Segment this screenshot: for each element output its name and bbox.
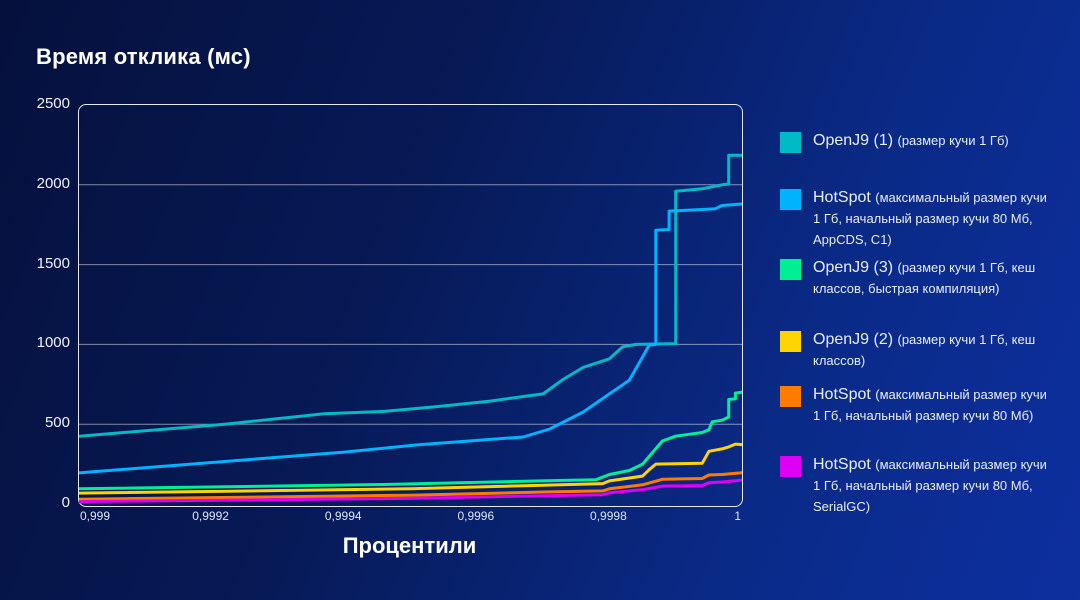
legend-series-name: HotSpot xyxy=(813,386,876,403)
legend-swatch-openj9-1 xyxy=(780,132,801,153)
legend-series-name: OpenJ9 (3) xyxy=(813,259,898,276)
legend-item-openj9-2: OpenJ9 (2) (размер кучи 1 Гб, кеш классо… xyxy=(780,330,1050,372)
x-axis-label-1: 0,9992 xyxy=(192,509,229,523)
y-axis-label-1000: 1000 xyxy=(36,334,70,352)
legend-series-desc: (максимальный размер кучи 1 Гб, начальны… xyxy=(813,190,1047,247)
legend-series-desc: (размер кучи 1 Гб, кеш классов) xyxy=(813,332,1036,368)
legend-swatch-hotspot-serialgc xyxy=(780,456,801,477)
series-line-hotspot-80mb xyxy=(79,471,742,501)
legend-swatch-hotspot-appcds-c1 xyxy=(780,189,801,210)
x-axis-label-4: 0,9998 xyxy=(590,509,627,523)
legend-series-desc: (размер кучи 1 Гб) xyxy=(897,133,1009,148)
chart-canvas xyxy=(79,153,742,504)
legend-series-name: OpenJ9 (2) xyxy=(813,331,898,348)
y-axis-label-1500: 1500 xyxy=(36,254,70,272)
legend-label-openj9-2: OpenJ9 (2) (размер кучи 1 Гб, кеш классо… xyxy=(813,330,1050,372)
legend-label-openj9-3: OpenJ9 (3) (размер кучи 1 Гб, кеш классо… xyxy=(813,258,1050,300)
series-line-openj9-1 xyxy=(79,153,742,438)
legend-series-desc: (размер кучи 1 Гб, кеш классов, быстрая … xyxy=(813,260,1036,296)
legend-series-name: OpenJ9 (1) xyxy=(813,132,898,149)
legend-label-hotspot-appcds-c1: HotSpot (максимальный размер кучи 1 Гб, … xyxy=(813,188,1050,250)
legend-item-hotspot-80mb: HotSpot (максимальный размер кучи 1 Гб, … xyxy=(780,385,1050,427)
legend-series-name: HotSpot xyxy=(813,456,876,473)
series-line-openj9-3 xyxy=(79,390,742,491)
x-axis-title: Процентили xyxy=(342,533,477,558)
chart-title: Время отклика (мс) xyxy=(36,44,251,69)
legend-item-openj9-1: OpenJ9 (1) (размер кучи 1 Гб) xyxy=(780,131,1050,153)
y-axis-label-500: 500 xyxy=(44,414,70,432)
legend-series-desc: (максимальный размер кучи 1 Гб, начальны… xyxy=(813,457,1047,514)
series-line-openj9-2 xyxy=(79,442,742,495)
plot-area xyxy=(78,104,743,507)
legend-label-hotspot-80mb: HotSpot (максимальный размер кучи 1 Гб, … xyxy=(813,385,1050,427)
y-axis-label-2000: 2000 xyxy=(36,174,70,192)
x-axis-label-5: 1 xyxy=(734,509,741,523)
x-axis-label-0: 0,999 xyxy=(80,509,111,523)
legend-swatch-openj9-3 xyxy=(780,259,801,280)
y-axis-label-2500: 2500 xyxy=(36,95,70,112)
legend-item-openj9-3: OpenJ9 (3) (размер кучи 1 Гб, кеш классо… xyxy=(780,258,1050,300)
legend-item-hotspot-appcds-c1: HotSpot (максимальный размер кучи 1 Гб, … xyxy=(780,188,1050,250)
x-axis-label-3: 0,9996 xyxy=(457,509,495,523)
legend-series-name: HotSpot xyxy=(813,189,876,206)
legend-label-openj9-1: OpenJ9 (1) (размер кучи 1 Гб) xyxy=(813,131,1050,152)
legend-swatch-hotspot-80mb xyxy=(780,386,801,407)
legend-label-hotspot-serialgc: HotSpot (максимальный размер кучи 1 Гб, … xyxy=(813,455,1050,517)
legend-swatch-openj9-2 xyxy=(780,331,801,352)
legend-item-hotspot-serialgc: HotSpot (максимальный размер кучи 1 Гб, … xyxy=(780,455,1050,517)
x-axis-label-2: 0,9994 xyxy=(324,509,362,523)
y-axis-label-0: 0 xyxy=(61,494,70,511)
series-line-hotspot-serialgc xyxy=(79,478,742,504)
series-line-hotspot-appcds-c1 xyxy=(79,202,742,475)
legend-series-desc: (максимальный размер кучи 1 Гб, начальны… xyxy=(813,387,1047,423)
